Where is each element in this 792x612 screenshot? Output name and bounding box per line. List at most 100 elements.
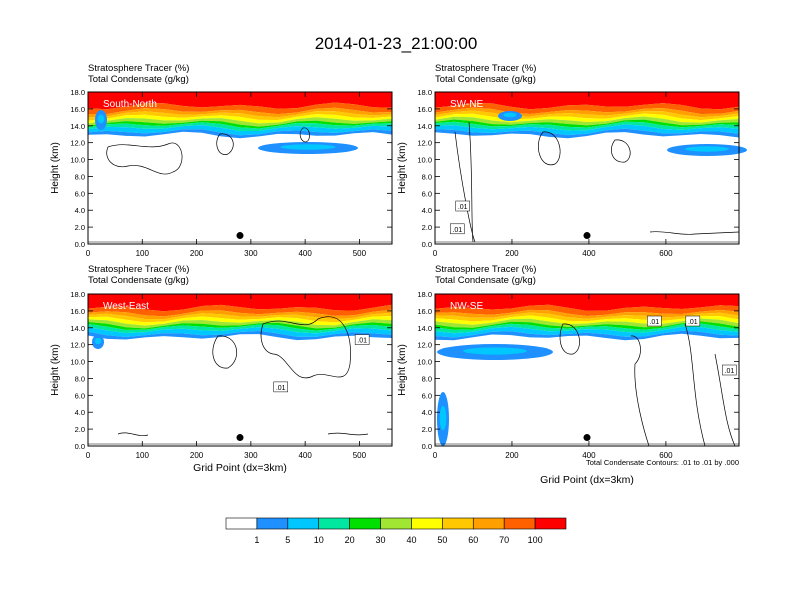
- condensate-contour: [559, 323, 580, 355]
- panel-label: West-East: [103, 301, 149, 312]
- tracer-band: [88, 114, 392, 124]
- tracer-band: [435, 323, 739, 334]
- y-tick-label: 2.0: [75, 223, 85, 232]
- plot-frame: [87, 293, 393, 447]
- tracer-band: [88, 309, 392, 320]
- y-tick-label: 14.0: [70, 324, 85, 333]
- y-tick-label: 6.0: [422, 391, 432, 400]
- y-tick-label: 8.0: [75, 172, 85, 181]
- panel-label: NW-SE: [450, 301, 483, 312]
- x-tick-label: 400: [298, 451, 312, 460]
- panel-west-east: Stratosphere Tracer (%) Total Condensate…: [50, 264, 393, 474]
- y-tick-label: 10.0: [417, 358, 432, 367]
- y-tick-label: 10.0: [417, 156, 432, 165]
- colorbar-label: 50: [437, 535, 447, 545]
- tracer-band: [88, 122, 392, 131]
- y-tick-label: 0.0: [75, 442, 85, 451]
- plot-frame: [87, 91, 393, 245]
- colorbar-swatch: [472, 517, 505, 530]
- y-tick-label: 6.0: [75, 391, 85, 400]
- tracer-patch: [463, 347, 527, 355]
- location-marker: [236, 232, 244, 240]
- tracer-band: [88, 92, 392, 110]
- panel-title-line1: Stratosphere Tracer (%): [435, 264, 536, 275]
- tracer-band: [88, 319, 392, 329]
- contour-label-box: [455, 200, 470, 212]
- tracer-band: [88, 304, 392, 317]
- y-axis-label: Height (km): [397, 344, 408, 396]
- x-tick-label: 500: [353, 451, 367, 460]
- plot-frame: [434, 91, 740, 245]
- y-tick-label: 16.0: [417, 307, 432, 316]
- contour-label: .01: [649, 319, 659, 326]
- x-axis-label: Grid Point (dx=3km): [540, 474, 634, 486]
- panel-title-line2: Total Condensate (g/kg): [435, 275, 536, 286]
- contour-label-box: [722, 364, 737, 376]
- colorbar-label: 40: [406, 535, 416, 545]
- colorbar: 1 5 10 20 30 40 50 60 70 100: [225, 517, 567, 545]
- tracer-band: [88, 294, 392, 312]
- tracer-band: [88, 125, 392, 136]
- x-tick-label: 600: [659, 249, 673, 258]
- y-tick-label: 2.0: [422, 425, 432, 434]
- tracer-band: [88, 107, 392, 118]
- condensate-contour: [649, 231, 740, 235]
- tracer-band: [435, 312, 739, 322]
- y-tick-label: 8.0: [422, 374, 432, 383]
- y-tick-label: 14.0: [70, 122, 85, 131]
- x-tick-label: 0: [86, 249, 91, 258]
- colorbar-label: 5: [285, 535, 290, 545]
- x-tick-label: 200: [190, 249, 204, 258]
- panel-title-line2: Total Condensate (g/kg): [88, 74, 189, 85]
- x-tick-label: 300: [244, 249, 258, 258]
- colorbar-swatch: [534, 517, 567, 530]
- tracer-band: [435, 124, 739, 136]
- colorbar-swatch: [442, 517, 474, 530]
- y-tick-label: 0.0: [422, 442, 432, 451]
- colorbar-label: 1: [254, 535, 259, 545]
- contour-label-box: [354, 334, 370, 345]
- tracer-band: [435, 121, 739, 131]
- panel-title-line1: Stratosphere Tracer (%): [435, 63, 536, 74]
- contour-label: .01: [357, 338, 367, 345]
- tracer-band: [435, 119, 739, 128]
- y-tick-label: 18.0: [70, 88, 85, 97]
- y-tick-label: 14.0: [417, 122, 432, 131]
- y-tick-label: 6.0: [75, 189, 85, 198]
- tracer-band: [88, 117, 392, 127]
- y-axis-label: Height (km): [397, 142, 408, 194]
- y-tick-label: 0.0: [422, 240, 432, 249]
- tracer-band: [435, 116, 739, 126]
- panel-title-line2: Total Condensate (g/kg): [435, 74, 536, 85]
- panel-title-line1: Stratosphere Tracer (%): [88, 63, 189, 74]
- y-tick-label: 0.0: [75, 240, 85, 249]
- y-tick-label: 18.0: [417, 290, 432, 299]
- condensate-contour: [684, 323, 736, 447]
- tracer-band: [88, 102, 392, 115]
- contour-label: .01: [725, 368, 735, 375]
- contour-label-box: [450, 223, 465, 235]
- y-tick-label: 14.0: [417, 324, 432, 333]
- colorbar-swatch: [411, 517, 443, 530]
- condensate-contour: [212, 335, 238, 369]
- condensate-contour: [538, 131, 561, 166]
- x-tick-label: 200: [505, 249, 519, 258]
- tracer-patch: [280, 144, 336, 150]
- y-axis-label: Height (km): [50, 344, 61, 396]
- y-tick-label: 10.0: [70, 358, 85, 367]
- panel-title-line2: Total Condensate (g/kg): [88, 275, 189, 286]
- tracer-band: [88, 120, 392, 129]
- plot-frame: [434, 293, 740, 447]
- plot-area: .01 .01 .01 NW-SE 0.0 2.0 4.0 6.0 8.0 10.0 12.0 14.…: [417, 290, 740, 460]
- x-tick-label: 0: [86, 451, 91, 460]
- panel-sw-ne: Stratosphere Tracer (%) Total Condensate…: [397, 63, 747, 258]
- condensate-contour: [260, 316, 351, 379]
- y-axis-label: Height (km): [50, 142, 61, 194]
- contour-label-box: [273, 381, 288, 393]
- x-tick-label: 0: [433, 451, 438, 460]
- location-marker: [583, 434, 591, 442]
- tracer-band: [435, 294, 739, 311]
- y-tick-label: 16.0: [70, 105, 85, 114]
- colorbar-label: 10: [314, 535, 324, 545]
- contour-note: Total Condensate Contours: .01 to .01 by…: [586, 458, 739, 467]
